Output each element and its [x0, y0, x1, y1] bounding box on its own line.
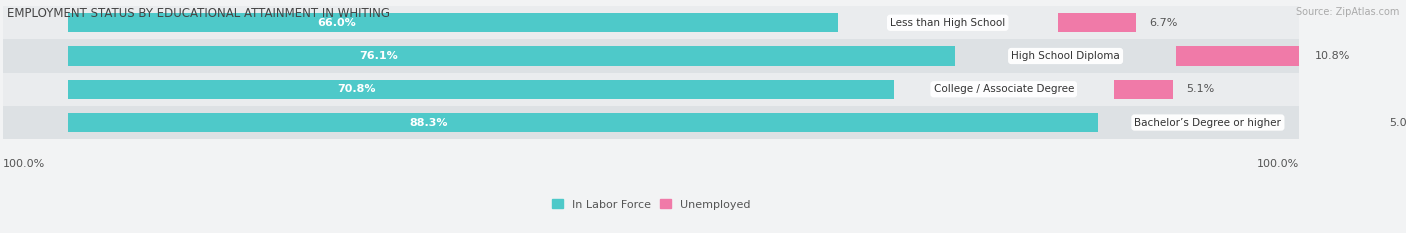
Text: Bachelor’s Degree or higher: Bachelor’s Degree or higher — [1135, 117, 1281, 127]
Text: 66.0%: 66.0% — [318, 18, 357, 28]
Bar — [3, 73, 1299, 106]
Text: 88.3%: 88.3% — [409, 117, 447, 127]
Bar — [1175, 46, 1302, 66]
Bar — [3, 106, 1299, 139]
Text: 100.0%: 100.0% — [3, 159, 45, 169]
Text: 100.0%: 100.0% — [1257, 159, 1299, 169]
Legend: In Labor Force, Unemployed: In Labor Force, Unemployed — [551, 199, 749, 209]
Text: 70.8%: 70.8% — [337, 84, 375, 94]
Bar — [67, 13, 838, 32]
Bar — [67, 46, 956, 66]
Text: Less than High School: Less than High School — [890, 18, 1005, 28]
Text: High School Diploma: High School Diploma — [1011, 51, 1121, 61]
Bar — [67, 80, 894, 99]
Text: College / Associate Degree: College / Associate Degree — [934, 84, 1074, 94]
Bar — [1317, 113, 1376, 132]
Bar — [67, 113, 1098, 132]
Text: 5.0%: 5.0% — [1389, 117, 1406, 127]
Text: 5.1%: 5.1% — [1187, 84, 1215, 94]
Text: 6.7%: 6.7% — [1149, 18, 1177, 28]
Bar — [3, 6, 1299, 39]
Text: EMPLOYMENT STATUS BY EDUCATIONAL ATTAINMENT IN WHITING: EMPLOYMENT STATUS BY EDUCATIONAL ATTAINM… — [7, 7, 389, 20]
Text: 10.8%: 10.8% — [1315, 51, 1350, 61]
Bar — [1114, 80, 1174, 99]
Text: 76.1%: 76.1% — [359, 51, 398, 61]
Bar — [1057, 13, 1136, 32]
Bar — [3, 39, 1299, 73]
Text: Source: ZipAtlas.com: Source: ZipAtlas.com — [1295, 7, 1399, 17]
